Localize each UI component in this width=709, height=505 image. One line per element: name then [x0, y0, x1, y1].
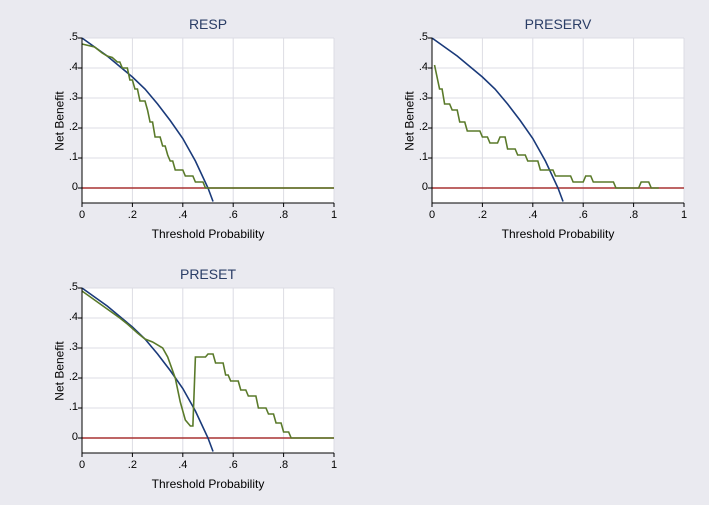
y-tick-label: .2 — [60, 371, 78, 383]
model-curve — [82, 291, 334, 438]
y-tick-label: .3 — [60, 91, 78, 103]
x-tick-label: 0 — [424, 209, 440, 221]
figure-container: RESPNet BenefitThreshold Probability0.2.… — [0, 0, 709, 505]
chart-svg — [82, 288, 334, 453]
y-tick-label: .1 — [60, 401, 78, 413]
x-tick-label: .4 — [175, 209, 191, 221]
y-tick-label: 0 — [60, 181, 78, 193]
x-tick-label: .6 — [225, 209, 241, 221]
y-tick-label: .5 — [410, 31, 428, 43]
chart-svg — [432, 38, 684, 203]
x-tick-label: .8 — [626, 209, 642, 221]
y-tick-label: .2 — [60, 121, 78, 133]
x-axis-label: Threshold Probability — [82, 477, 334, 491]
y-tick-label: .4 — [60, 61, 78, 73]
y-tick-label: 0 — [60, 431, 78, 443]
x-tick-label: 0 — [74, 459, 90, 471]
x-tick-label: 1 — [326, 459, 342, 471]
panel-title: PRESERV — [432, 16, 684, 32]
y-tick-label: .4 — [60, 311, 78, 323]
x-axis-label: Threshold Probability — [82, 227, 334, 241]
x-tick-label: .6 — [575, 209, 591, 221]
chart-panel: RESPNet BenefitThreshold Probability0.2.… — [82, 38, 334, 203]
x-tick-label: 0 — [74, 209, 90, 221]
x-tick-label: .2 — [474, 209, 490, 221]
x-tick-label: 1 — [326, 209, 342, 221]
x-tick-label: .4 — [175, 459, 191, 471]
x-tick-label: .8 — [276, 459, 292, 471]
treat-all-curve — [82, 288, 213, 452]
y-tick-label: .1 — [60, 151, 78, 163]
y-tick-label: .2 — [410, 121, 428, 133]
panel-title: RESP — [82, 16, 334, 32]
chart-svg — [82, 38, 334, 203]
x-tick-label: .6 — [225, 459, 241, 471]
y-tick-label: 0 — [410, 181, 428, 193]
x-tick-label: .2 — [124, 209, 140, 221]
model-curve — [435, 65, 659, 188]
y-tick-label: .1 — [410, 151, 428, 163]
y-tick-label: .5 — [60, 31, 78, 43]
chart-panel: PRESETNet BenefitThreshold Probability0.… — [82, 288, 334, 453]
chart-panel: PRESERVNet BenefitThreshold Probability0… — [432, 38, 684, 203]
y-tick-label: .3 — [410, 91, 428, 103]
y-tick-label: .4 — [410, 61, 428, 73]
y-tick-label: .3 — [60, 341, 78, 353]
y-tick-label: .5 — [60, 281, 78, 293]
x-tick-label: .8 — [276, 209, 292, 221]
x-tick-label: .2 — [124, 459, 140, 471]
x-axis-label: Threshold Probability — [432, 227, 684, 241]
treat-all-curve — [432, 38, 563, 202]
panel-title: PRESET — [82, 266, 334, 282]
x-tick-label: .4 — [525, 209, 541, 221]
x-tick-label: 1 — [676, 209, 692, 221]
